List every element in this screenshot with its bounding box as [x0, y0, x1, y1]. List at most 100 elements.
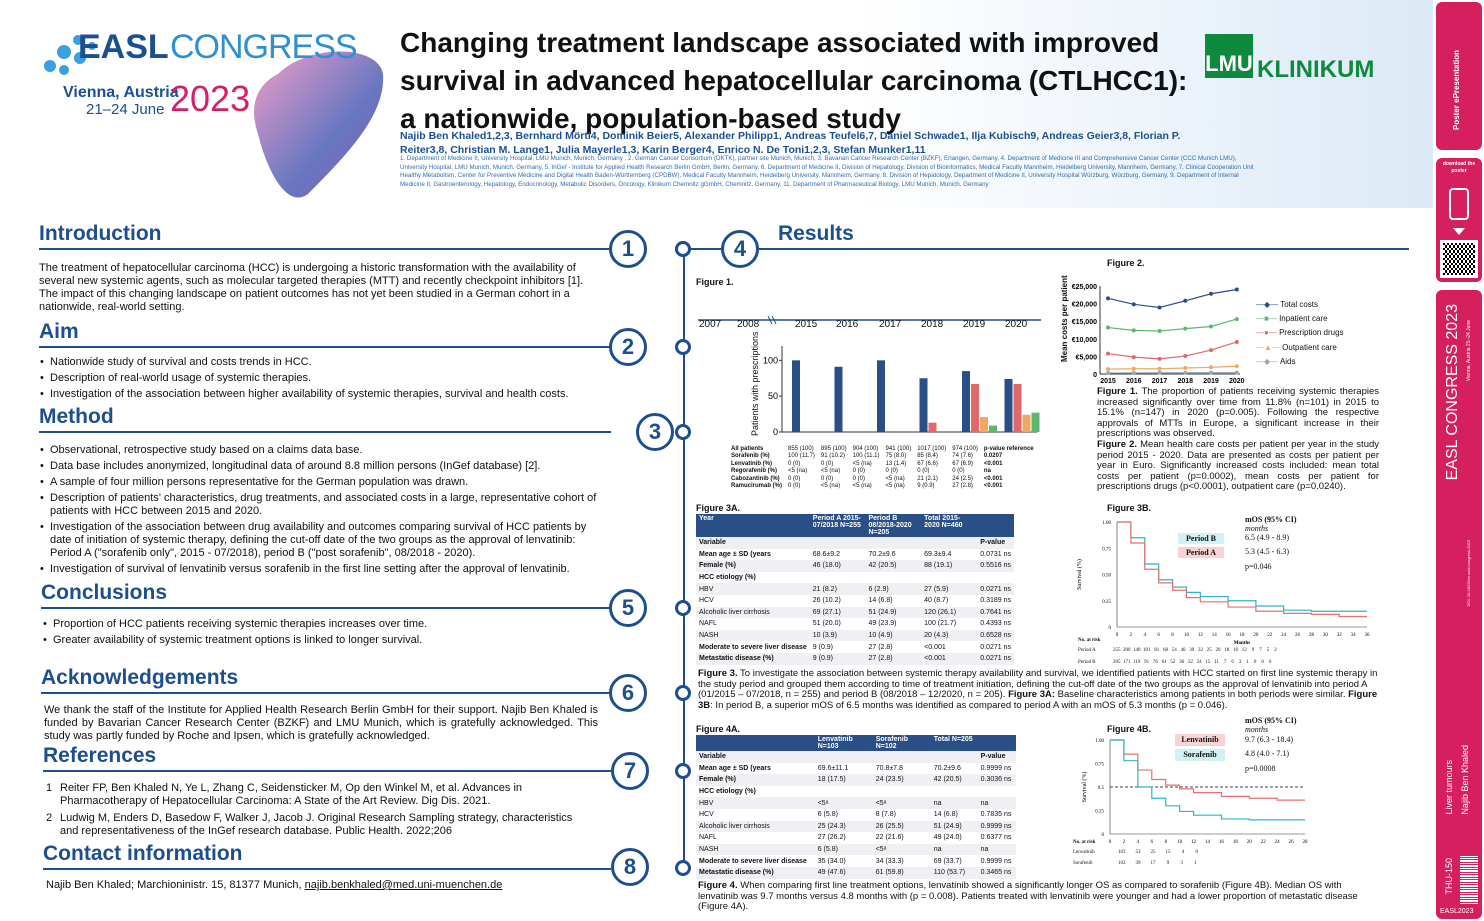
x-tick-label: 24 [1275, 840, 1281, 844]
x-tick-label: 2 [1130, 633, 1133, 638]
figure3b-risk-title: No. at risk [1078, 638, 1101, 643]
figure2-ylabel: Mean costs per patient [1060, 275, 1069, 362]
table-cell: Ramucirumab (%) [728, 482, 786, 490]
y-tick-label: 0 [1102, 833, 1105, 838]
table-header-cell: Period B 08/2018-2020 N=205 [865, 514, 922, 537]
figure3b-risk-a-label: Period A [1078, 648, 1096, 653]
y-tick-label: €10,000 [1072, 337, 1097, 344]
table-row: Mean age ± SD (years 69.6±11.1 70.8±7.8 70.… [696, 763, 1016, 775]
introduction-heading: Introduction [39, 222, 162, 245]
sidebar-poster-text: Poster ePresentation [1452, 49, 1461, 130]
bar [971, 383, 979, 432]
table-cell: 74 (7.6) [949, 452, 981, 460]
easl-logo [38, 28, 384, 198]
table-cell: <0.001 [980, 475, 1037, 483]
table-row: NAFL 51 (20.0) 49 (23.9) 100 (21.7) 0.4393 n… [696, 618, 1014, 630]
section-number-4: 4 [721, 230, 759, 268]
figure4b-risk-l-label: Lenvatinib [1073, 850, 1095, 855]
contact-email-link[interactable]: najib.benkhaled@med.uni-muenchen.de [304, 879, 503, 891]
legend-chip-lenvatinib: Lenvatinib [1175, 734, 1225, 746]
x-tick-label: 22 [1261, 840, 1267, 844]
table-row: HCV 26 (10.2) 14 (6.8) 40 (8.7) 0.3189 ns [696, 595, 1014, 607]
phone-icon [1449, 188, 1469, 220]
table-cell: 51 (24.9) [930, 820, 978, 833]
table-cell: HBV [696, 583, 810, 595]
table-cell: 49 (24.0) [933, 834, 962, 842]
x-tick-label: 0 [1116, 633, 1119, 638]
table-cell: 67 (6.6) [914, 460, 950, 468]
table-cell: Mean age ± SD (years [699, 764, 771, 772]
bar [1013, 383, 1022, 432]
legend-item: —◆— Aids [1256, 356, 1296, 366]
table-header-cell [696, 735, 815, 751]
table-cell: Moderate to severe liver disease [699, 643, 807, 651]
table-cell: 974 (100) [949, 445, 981, 453]
data-point [1183, 366, 1188, 371]
table-cell: <0.001 [980, 482, 1037, 490]
bar [919, 378, 928, 432]
table-cell: 0.9999 ns [980, 764, 1012, 772]
drug-chip-label: Cabozantinib [945, 289, 1003, 299]
introduction-rule [39, 248, 611, 250]
table-cell: 10 (3.9) [809, 629, 866, 642]
figure4b-mos-sorafenib: 4.8 (4.0 - 7.1) [1245, 749, 1289, 758]
table-cell: 21 (8.2) [809, 583, 866, 595]
x-tick-label: 16 [1226, 633, 1232, 638]
aim-rule [39, 346, 611, 348]
table-row: HBV 21 (8.2) 6 (2.9) 27 (5.9) 0.0271 ns [696, 583, 1014, 595]
conclusions-rule [41, 607, 611, 609]
timeline-year: 2017 [879, 319, 902, 330]
series-line [1107, 365, 1237, 370]
congress-wordmark: CONGRESS [170, 28, 358, 66]
x-tick-label: 18 [1240, 633, 1246, 638]
y-tick-label: 0.25 [1095, 810, 1104, 815]
list-item: Investigation of survival of lenvatinib … [40, 563, 610, 576]
table-cell: 110 (53.7) [930, 866, 978, 879]
figure1-ylabel: Patients with prescriptions [750, 331, 760, 436]
table-header-cell: Period A 2015-07/2018 N=255 [809, 514, 866, 537]
table-cell: <5 (na) [785, 467, 818, 475]
table-cell [978, 786, 1016, 798]
timeline-year: 2015 [795, 319, 818, 330]
table-cell: Lenvatinib (%) [728, 460, 786, 468]
timeline-node-2 [675, 339, 691, 355]
drug-chip-lenvatinib: Lenvatinib [935, 271, 993, 286]
table-header-cell: Year [696, 514, 810, 537]
affiliations: 1. Department of Medicine II, University… [400, 155, 1254, 188]
qr-code-icon[interactable] [1440, 240, 1478, 278]
y-tick-label: 50 [768, 391, 778, 401]
list-item: Data base includes anonymized, longitudi… [40, 460, 610, 473]
table-cell: <5 (na) [817, 482, 850, 490]
legend-chip-sorafenib: Sorafenib [1175, 749, 1225, 761]
data-point [1234, 287, 1239, 292]
x-tick-label: 8 [1164, 840, 1167, 844]
y-tick-label: €5,000 [1076, 354, 1098, 361]
figure4b-label: Figure 4B. [1107, 724, 1152, 734]
x-tick-label: 18 [1233, 840, 1239, 844]
table-cell: Metastatic disease (%) [696, 652, 810, 665]
table-cell: 0 (0) [817, 460, 850, 468]
km-curve [1110, 739, 1305, 801]
table-cell: 70.2±9.6 [933, 764, 961, 772]
reference-item: 1 Reiter FP, Ben Khaled N, Ye L, Zhang C,… [44, 782, 589, 808]
table-row: NAFL 27 (26.2) 22 (21.6) 49 (24.0) 0.6377 ns [696, 832, 1016, 844]
sidebar-poster-badge: Poster ePresentation [1436, 2, 1482, 150]
timeline-year: 2020 [1005, 319, 1028, 330]
data-point [1106, 296, 1110, 301]
drug-chip-label: Regorafenib [888, 305, 942, 315]
x-tick-label: 12 [1191, 840, 1197, 844]
table-cell: 35 (34.0) [817, 857, 846, 865]
list-item: Description of real-world usage of syste… [40, 372, 610, 385]
reference-number: 2 [46, 812, 53, 824]
table-cell: 20 (4.3) [921, 629, 978, 642]
easl-molecule-icon [44, 35, 96, 75]
series-line [1107, 318, 1237, 332]
data-point [1157, 305, 1162, 310]
bar [834, 366, 843, 432]
table-cell: NASH [696, 629, 810, 642]
table-cell: 26 (25.5) [872, 820, 931, 833]
figure4b-risk-s-label: Sorafenib [1073, 861, 1093, 866]
table-cell [865, 572, 921, 584]
figure1-caption: Figure 1. The proportion of patients rec… [1097, 386, 1379, 440]
